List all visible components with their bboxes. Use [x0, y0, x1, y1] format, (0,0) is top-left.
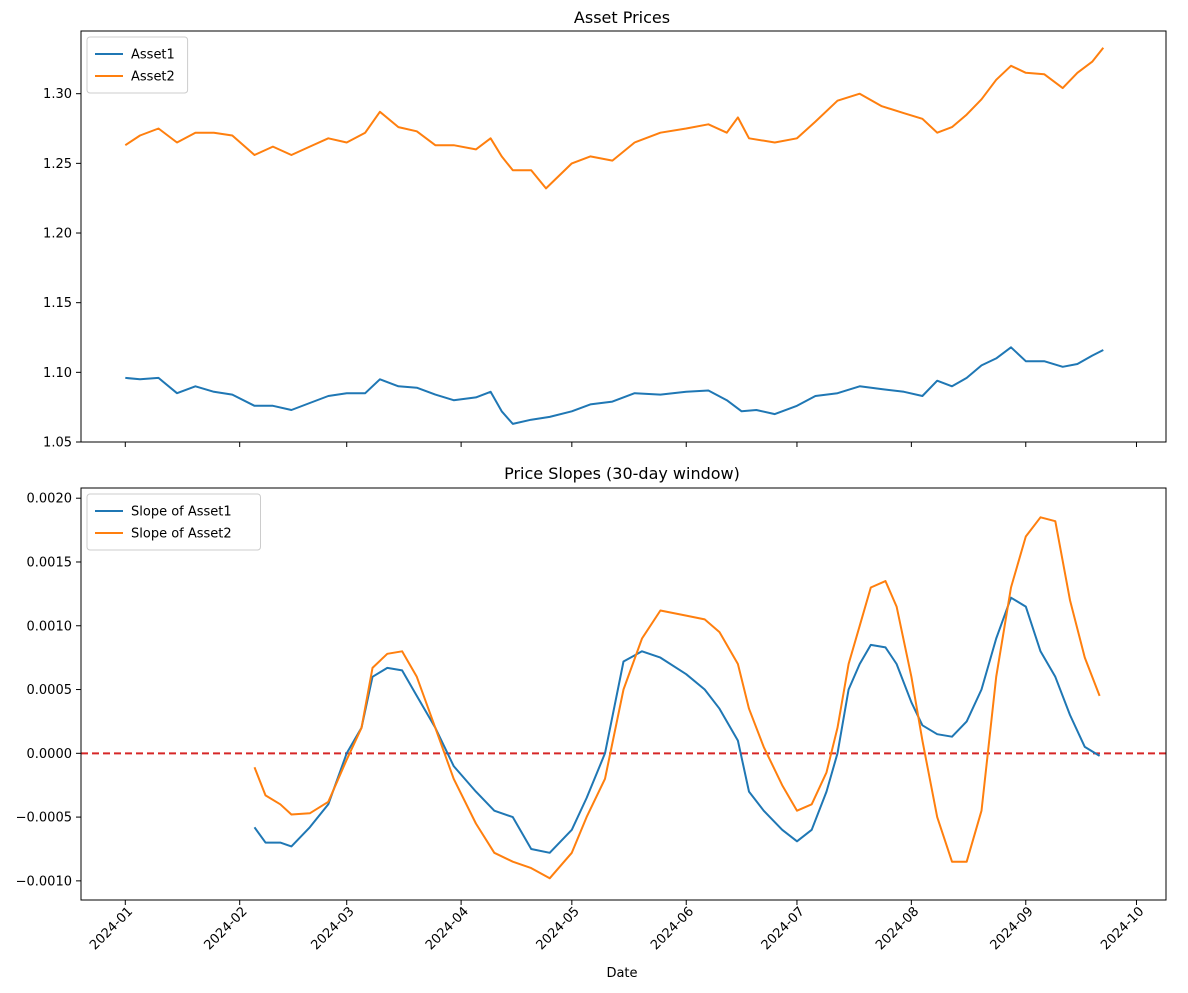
asset-prices-y-tick-label: 1.10: [43, 366, 72, 381]
asset-prices-series-2-line: [124, 47, 1105, 190]
price-slopes-series-1-line: [253, 596, 1101, 854]
price-slopes-legend-label: Slope of Asset1: [131, 505, 232, 520]
asset-prices-y-tick-label: 1.05: [43, 436, 72, 451]
price-slopes-frame: [80, 487, 1167, 901]
price-slopes-y-tick-label: 0.0020: [27, 492, 73, 507]
price-slopes-y-tick-label: 0.0015: [27, 555, 73, 570]
asset-prices-panel: Asset Prices 1.05 1.10 1.15 1.20 1.25 1.30 As…: [43, 8, 1167, 451]
asset-prices-y-tick-label: 1.15: [43, 296, 72, 311]
price-slopes-x-label: Date: [606, 966, 637, 981]
price-slopes-legend-label: Slope of Asset2: [131, 527, 232, 542]
price-slopes-y-tick-label: −0.0010: [16, 874, 72, 889]
price-slopes-y-tick-label: 0.0000: [27, 747, 73, 762]
asset-prices-legend-label: Asset1: [131, 48, 175, 63]
asset-prices-y-axis: 1.05 1.10 1.15 1.20 1.25 1.30: [43, 87, 81, 451]
price-slopes-y-tick-label: 0.0010: [27, 619, 73, 634]
price-slopes-legend-box: [86, 493, 261, 551]
asset-prices-legend: Asset1 Asset2: [86, 36, 189, 94]
price-slopes-y-axis: −0.0010 −0.0005 0.0000 0.0005 0.0010 0.0015 0.…: [16, 492, 81, 889]
price-slopes-lines: [253, 516, 1101, 880]
asset-prices-legend-box: [86, 36, 189, 94]
price-slopes-title: Price Slopes (30-day window): [504, 464, 740, 483]
price-slopes-legend: Slope of Asset1 Slope of Asset2: [86, 493, 261, 551]
asset-prices-lines: [124, 47, 1105, 425]
asset-prices-y-tick-label: 1.25: [43, 157, 72, 172]
asset-prices-series-1-line: [125, 346, 1104, 425]
asset-prices-legend-label: Asset2: [131, 70, 175, 85]
price-slopes-y-tick-label: 0.0005: [27, 683, 73, 698]
asset-prices-y-tick-label: 1.20: [43, 227, 72, 242]
price-slopes-series-2-line: [253, 516, 1101, 880]
asset-prices-y-tick-label: 1.30: [43, 87, 72, 102]
asset-prices-title: Asset Prices: [574, 8, 670, 27]
asset-prices-x-axis: [124, 442, 1137, 447]
asset-prices-frame: [80, 30, 1167, 443]
price-slopes-y-tick-label: −0.0005: [16, 811, 72, 826]
